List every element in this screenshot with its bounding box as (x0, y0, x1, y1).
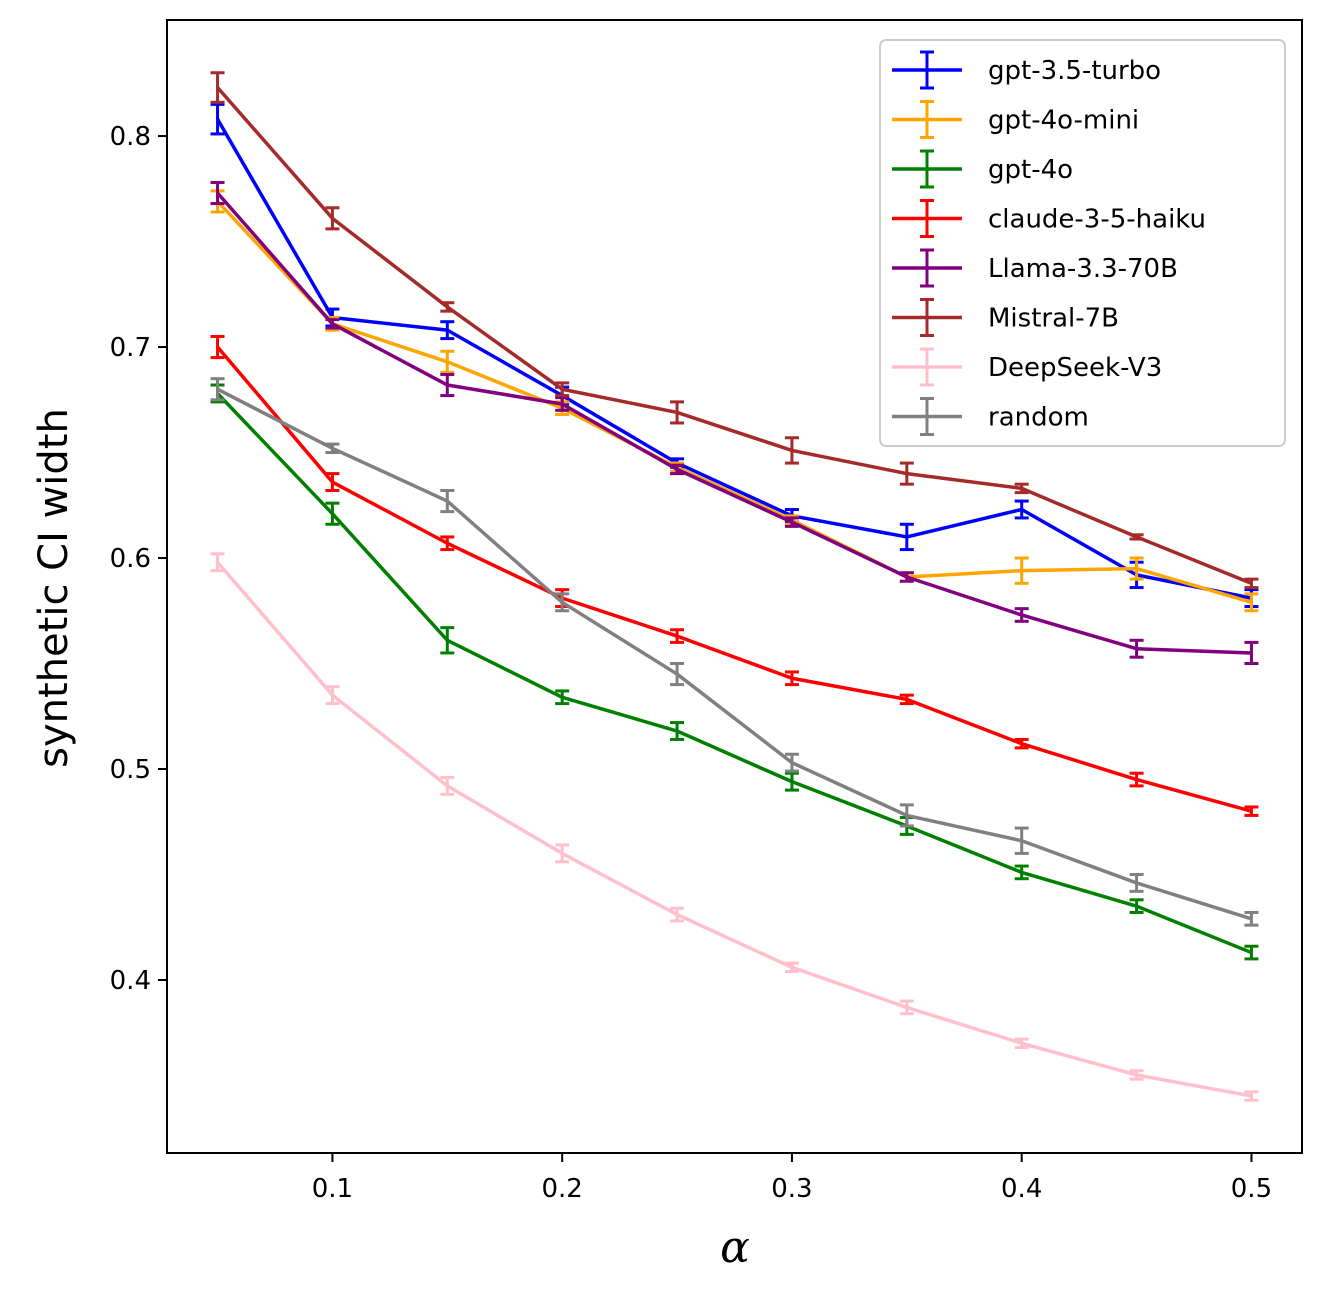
y-tick-label: 0.7 (110, 333, 151, 363)
x-tick-label: 0.3 (771, 1174, 812, 1204)
y-tick-label: 0.8 (110, 122, 151, 152)
legend-box (880, 40, 1285, 446)
y-tick-label: 0.4 (110, 966, 151, 996)
x-tick-label: 0.1 (312, 1174, 353, 1204)
legend-label: claude-3-5-haiku (988, 205, 1206, 235)
legend-label: random (988, 403, 1089, 433)
y-axis-label: synthetic CI width (31, 408, 77, 768)
x-tick-label: 0.5 (1231, 1174, 1272, 1204)
legend-label: gpt-4o (988, 155, 1073, 185)
y-tick-label: 0.5 (110, 755, 151, 785)
legend-label: Mistral-7B (988, 304, 1119, 334)
x-axis-label: α (720, 1222, 750, 1273)
legend-label: DeepSeek-V3 (988, 353, 1162, 383)
x-tick-label: 0.2 (542, 1174, 583, 1204)
legend-label: gpt-4o-mini (988, 106, 1139, 136)
x-tick-label: 0.4 (1001, 1174, 1042, 1204)
legend-item: Mistral-7B (892, 300, 1119, 336)
legend-label: gpt-3.5-turbo (988, 56, 1161, 86)
legend: gpt-3.5-turbo gpt-4o-mini gpt-4o claude-3-5… (880, 40, 1285, 446)
y-tick-label: 0.6 (110, 544, 151, 574)
legend-label: Llama-3.3-70B (988, 254, 1178, 284)
